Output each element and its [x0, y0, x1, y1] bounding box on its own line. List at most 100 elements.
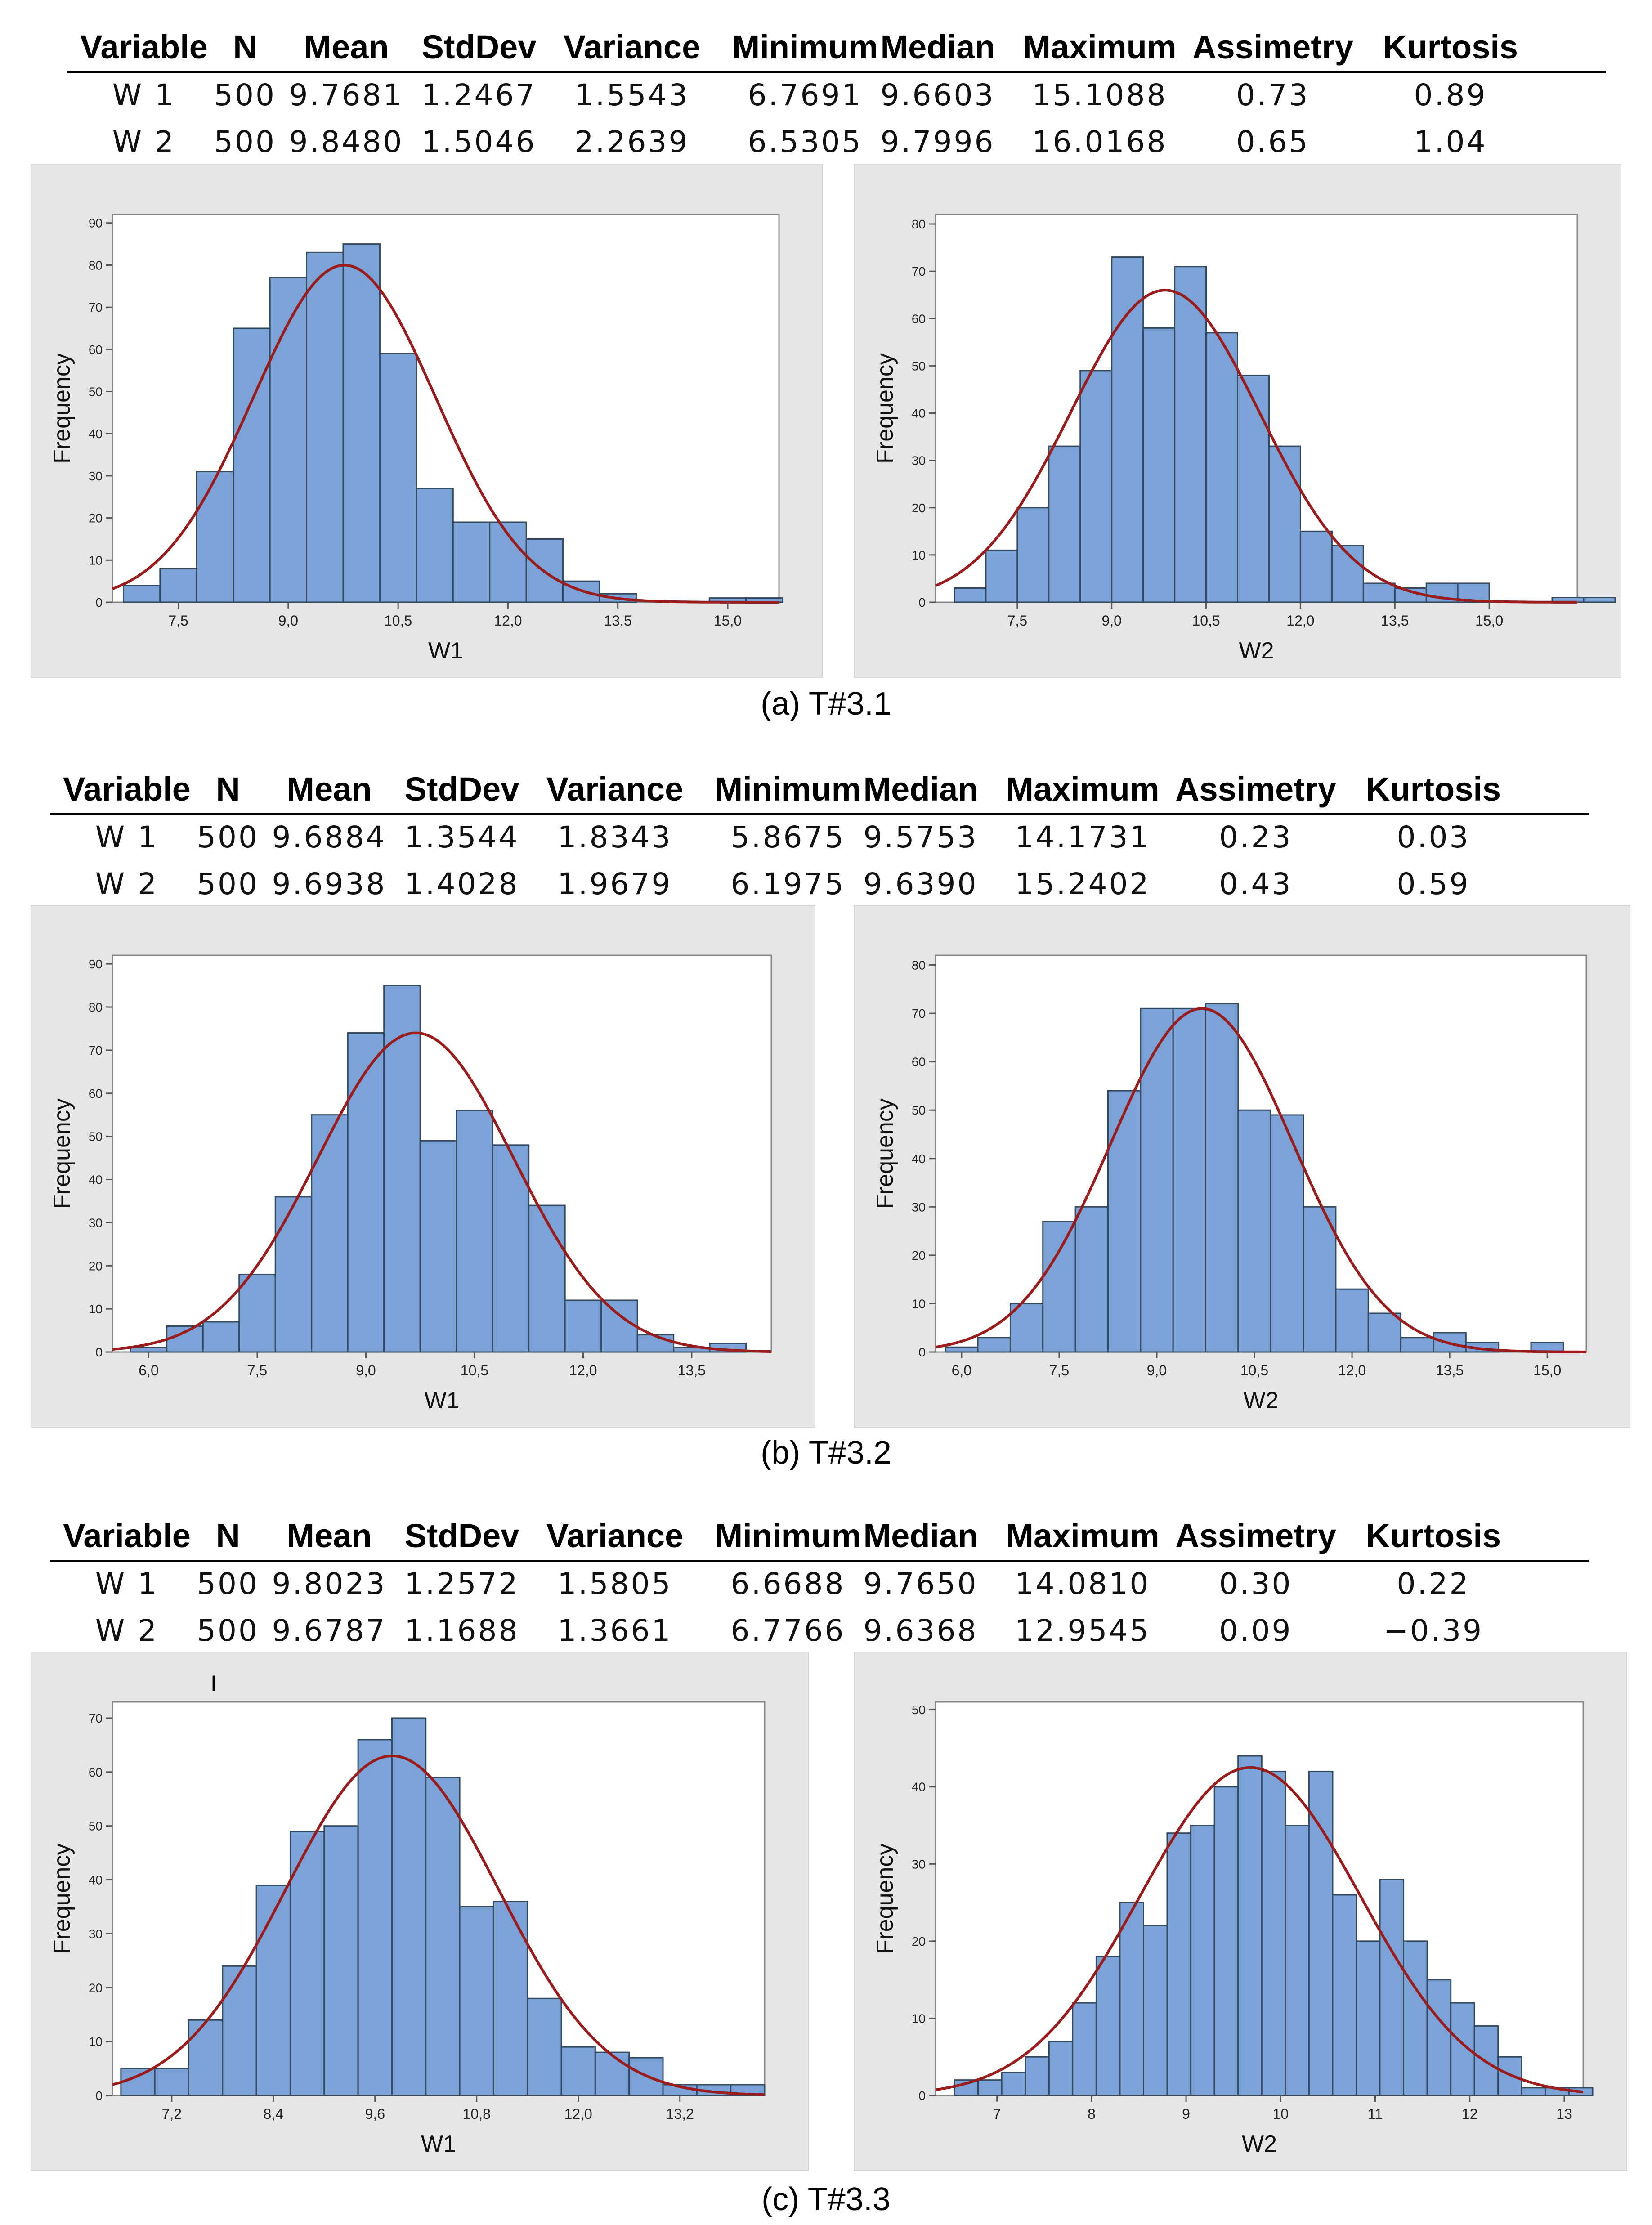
- histogram-bar: [255, 1885, 291, 2096]
- histogram-bar: [1048, 445, 1081, 603]
- y-tick-label: 60: [912, 1055, 926, 1069]
- histogram-bar: [357, 1739, 393, 2096]
- histogram-bar: [1426, 1979, 1452, 2096]
- table-cell: 9.7681: [289, 78, 404, 112]
- y-tick-label: 0: [95, 2089, 103, 2103]
- histogram-bar: [1270, 1114, 1304, 1353]
- normal-fit-curve: [935, 1007, 1586, 1353]
- histogram-bar: [528, 1204, 566, 1353]
- header-n: N: [233, 28, 257, 66]
- histogram-bar: [159, 568, 197, 603]
- table-cell: 0.09: [1219, 1613, 1293, 1648]
- histogram-bar: [492, 1900, 528, 2096]
- table-cell: 1.9679: [557, 867, 672, 901]
- table-cell: 0.89: [1414, 78, 1487, 112]
- x-tick-label: 13,5: [1436, 1362, 1464, 1379]
- x-tick-label: 12: [1462, 2106, 1478, 2122]
- x-tick-label: 7,5: [168, 613, 188, 629]
- x-tick-label: 12,0: [1338, 1362, 1366, 1379]
- histogram-bar: [1237, 1755, 1263, 2096]
- histogram-bar: [425, 1777, 461, 2096]
- y-tick-label: 70: [89, 1711, 103, 1725]
- table-cell: 500: [197, 867, 259, 901]
- normal-fit-curve: [112, 1031, 772, 1353]
- histogram-bar: [527, 1997, 562, 2096]
- x-tick-label: 7,5: [1049, 1362, 1069, 1379]
- x-tick-label: 9,0: [356, 1362, 376, 1379]
- y-tick-label: 50: [89, 1819, 103, 1833]
- table-cell: W 1: [112, 78, 176, 112]
- histogram-bar: [1450, 2002, 1475, 2096]
- x-tick-label: 8: [1088, 2106, 1096, 2122]
- histogram-bar: [977, 1337, 1011, 1353]
- table-cell: 5.8675: [730, 820, 846, 855]
- section-c: Variable N Mean StdDev Variance Minimum Median…: [0, 1489, 1652, 2225]
- histogram-bar: [1299, 530, 1333, 603]
- table-cell: 15.2402: [1015, 867, 1151, 901]
- y-tick-label: 30: [912, 454, 926, 468]
- histogram-bar: [492, 1144, 530, 1353]
- x-axis-label: W2: [1239, 638, 1274, 664]
- histogram-bar: [120, 2068, 156, 2096]
- header-assimetry: Assimetry: [1175, 1517, 1336, 1554]
- table-cell: 9.6603: [880, 78, 995, 112]
- y-tick-label: 60: [89, 1765, 103, 1779]
- x-tick-label: 8,4: [264, 2106, 283, 2122]
- header-kurtosis: Kurtosis: [1383, 28, 1518, 66]
- table-cell: 9.6938: [272, 867, 387, 901]
- y-axis-label: Frequency: [872, 353, 898, 464]
- table-cell: 1.1688: [404, 1613, 519, 1648]
- y-tick-label: 20: [89, 1259, 103, 1273]
- histogram-bar: [1142, 327, 1176, 603]
- x-tick-label: 7: [993, 2106, 1001, 2122]
- histogram-bar: [1213, 1786, 1239, 2096]
- x-tick-label: 15,0: [1475, 613, 1503, 629]
- table-cell: 500: [197, 820, 259, 855]
- histogram-bar: [1042, 1221, 1076, 1353]
- table-cell: 9.6390: [863, 867, 978, 901]
- table-cell: 9.6884: [272, 820, 387, 855]
- table-cell: W 2: [112, 125, 176, 159]
- histogram-bar: [154, 2068, 189, 2096]
- table-cell: 500: [197, 1567, 259, 1601]
- header-minimum: Minimum: [715, 770, 861, 808]
- histogram-bar: [166, 1325, 204, 1353]
- header-minimum: Minimum: [715, 1517, 861, 1554]
- y-tick-label: 30: [89, 469, 103, 483]
- y-tick-label: 40: [89, 427, 103, 441]
- table-cell: W 2: [95, 867, 159, 901]
- histogram-chart: 0 10 20 30 40 50 60 70 80 6,0 7,5 9,0 10,5 12,0 13,5 15…: [872, 954, 1587, 1414]
- x-axis-label: W2: [1244, 1388, 1279, 1414]
- table-cell: −0.39: [1383, 1613, 1484, 1648]
- table-cell: 500: [214, 78, 276, 112]
- table-cell: 2.2639: [574, 125, 689, 159]
- section-b: Variable N Mean StdDev Variance Minimum Median…: [0, 742, 1652, 1480]
- histogram-bar: [269, 277, 308, 603]
- table-cell: W 1: [95, 1567, 159, 1601]
- y-tick-label: 90: [89, 957, 103, 971]
- y-tick-label: 40: [89, 1873, 103, 1887]
- header-variable: Variable: [80, 28, 208, 66]
- y-tick-label: 0: [95, 1345, 103, 1359]
- normal-fit-curve: [935, 1766, 1584, 2094]
- y-axis-label: Frequency: [49, 1098, 75, 1209]
- y-tick-label: 70: [89, 1043, 103, 1057]
- y-tick-label: 60: [912, 312, 926, 326]
- header-mean: Mean: [287, 1517, 372, 1554]
- header-median: Median: [863, 770, 978, 808]
- header-maximum: Maximum: [1023, 28, 1177, 66]
- histogram-bar: [1268, 445, 1301, 603]
- table-rule: [67, 71, 1606, 73]
- table-cell: 14.1731: [1015, 820, 1151, 855]
- table-cell: 1.04: [1414, 125, 1487, 159]
- table-cell: 0.03: [1397, 820, 1470, 855]
- histogram-bar: [122, 585, 161, 603]
- table-cell: 1.4028: [404, 867, 519, 901]
- stats-table: Variable N Mean StdDev Variance Minimum Median…: [50, 1511, 1598, 1651]
- table-cell: 9.5753: [863, 820, 978, 855]
- histogram-bar: [188, 2019, 224, 2096]
- x-tick-label: 13,5: [604, 613, 632, 629]
- x-tick-label: 13,5: [678, 1362, 706, 1379]
- normal-fit-curve: [112, 264, 779, 604]
- y-tick-label: 80: [89, 258, 103, 272]
